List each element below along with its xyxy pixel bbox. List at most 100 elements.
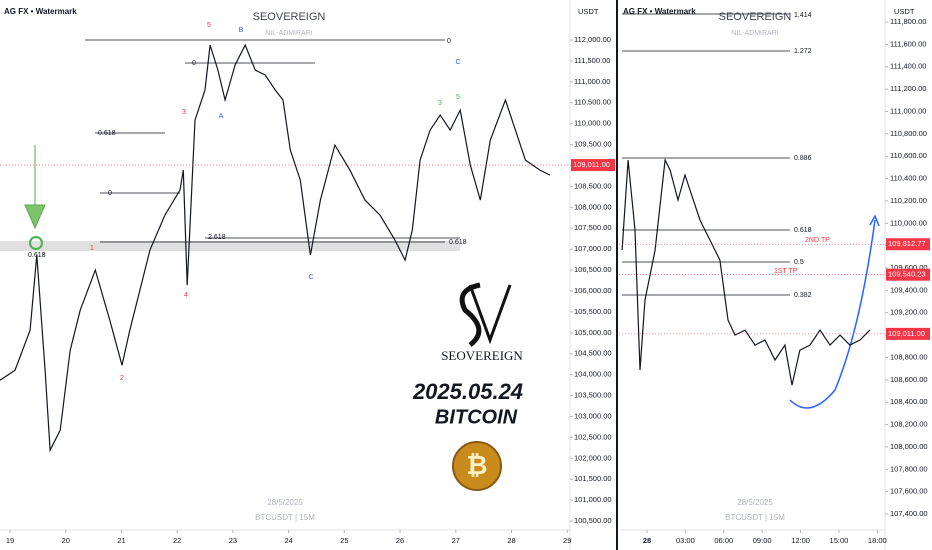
price-tag-label: 109,011.00 <box>573 160 610 169</box>
y-tick-label: 104,500.00 <box>574 349 612 358</box>
annotation: B <box>239 27 244 34</box>
y-tick-label: 107,000.00 <box>574 244 612 253</box>
x-tick-label: 28 <box>643 536 651 545</box>
footer-symbol: BTCUSDT | 15M <box>725 513 785 522</box>
y-tick-label: 111,000.00 <box>890 106 926 115</box>
chart-title: SEOVEREIGN <box>719 11 792 23</box>
date-label: 2025.05.24 <box>412 379 523 404</box>
x-tick-label: 22 <box>173 536 181 545</box>
y-tick-label: 107,400.00 <box>890 509 928 518</box>
y-tick-label: 101,500.00 <box>574 474 612 483</box>
y-tick-label: 108,400.00 <box>890 397 928 406</box>
y-tick-label: 110,800.00 <box>890 129 927 138</box>
y-tick-label: 100,500.00 <box>574 516 612 525</box>
annotation: 0.382 <box>794 292 812 299</box>
x-tick-label: 27 <box>452 536 460 545</box>
x-tick-label: 24 <box>284 536 292 545</box>
annotation: 1.272 <box>794 48 812 55</box>
y-tick-label: 105,500.00 <box>574 307 612 316</box>
annotation: 0 <box>192 60 196 67</box>
y-tick-label: 103,500.00 <box>574 391 612 400</box>
y-tick-label: 108,000.00 <box>574 202 612 211</box>
x-tick-label: 06:00 <box>714 536 733 545</box>
y-tick-label: 108,500.00 <box>574 181 612 190</box>
y-tick-label: 110,400.00 <box>890 174 927 183</box>
y-tick-label: 111,600.00 <box>890 39 926 48</box>
annotation: 1 <box>90 245 94 252</box>
annotation: 2 <box>120 375 124 382</box>
y-tick-label: 111,500.00 <box>574 56 610 65</box>
price-tag <box>886 238 930 251</box>
coin-symbol: ₿ <box>466 450 487 480</box>
annotation: 1.414 <box>794 12 812 19</box>
x-tick-label: 19 <box>6 536 14 545</box>
annotation: 2.618 <box>208 234 226 241</box>
y-tick-label: 111,000.00 <box>574 77 610 86</box>
zone <box>0 241 460 251</box>
price-tag-label: 109,011.00 <box>888 329 925 338</box>
chart-subtitle: NIL-ADMIRARI <box>265 30 313 37</box>
brand: SEOVEREIGN <box>441 348 523 363</box>
logo <box>459 282 512 347</box>
y-tick-label: 109,400.00 <box>890 285 928 294</box>
x-tick-label: 09:00 <box>753 536 772 545</box>
y-tick-label: 111,400.00 <box>890 62 926 71</box>
y-tick-label: 108,800.00 <box>890 352 928 361</box>
annotation: 5 <box>207 22 211 29</box>
annotation: 0.618 <box>794 227 812 234</box>
projection <box>789 219 876 409</box>
y-tick-label: 101,000.00 <box>574 495 612 504</box>
x-tick-label: 03:00 <box>676 536 695 545</box>
footer-symbol: BTCUSDT | 15M <box>255 513 315 522</box>
y-tick-label: 109,600.00 <box>890 263 928 272</box>
y-tick-label: 106,000.00 <box>574 286 612 295</box>
x-tick-label: 23 <box>229 536 237 545</box>
y-tick-label: 104,000.00 <box>574 370 612 379</box>
x-tick-label: 28 <box>507 536 515 545</box>
x-tick-label: 25 <box>340 536 348 545</box>
x-tick-label: 26 <box>396 536 404 545</box>
annotation: 5 <box>456 94 460 101</box>
x-tick-label: 15:00 <box>830 536 849 545</box>
y-tick-label: 108,200.00 <box>890 420 928 429</box>
annotation: 0 <box>108 190 112 197</box>
axis-unit: USDT <box>894 7 915 16</box>
annotation: 2ND TP <box>805 237 830 244</box>
watermark: AG FX • Watermark <box>623 7 696 16</box>
y-tick-label: 112,000.00 <box>574 35 611 44</box>
annotation: 3 <box>182 109 186 116</box>
annotation: 1ST TP <box>774 268 798 275</box>
y-tick-label: 110,000.00 <box>890 218 927 227</box>
y-tick-label: 108,600.00 <box>890 375 928 384</box>
price-line <box>621 157 871 386</box>
x-tick-label: 20 <box>62 536 70 545</box>
annotation: 0.618 <box>449 239 467 246</box>
axis-unit: USDT <box>578 7 599 16</box>
x-tick-label: 21 <box>117 536 125 545</box>
x-tick-label: 29 <box>563 536 571 545</box>
y-tick-label: 106,500.00 <box>574 265 612 274</box>
price-line <box>0 43 551 453</box>
annotation: 0.618 <box>98 130 116 137</box>
y-tick-label: 111,200.00 <box>890 84 926 93</box>
arrow <box>24 145 46 230</box>
price-tag <box>886 268 930 281</box>
footer-date: 28/5/2025 <box>737 498 773 507</box>
coin <box>452 441 502 491</box>
y-tick-label: 102,000.00 <box>574 453 612 462</box>
y-tick-label: 107,800.00 <box>890 464 928 473</box>
y-tick-label: 110,600.00 <box>890 151 927 160</box>
annotation: 0.886 <box>794 155 812 162</box>
annotation: C <box>455 59 460 66</box>
price-tag <box>571 159 615 172</box>
y-tick-label: 107,500.00 <box>574 223 612 232</box>
watermark: AG FX • Watermark <box>4 7 77 16</box>
price-tag-label: 109,812.77 <box>888 239 926 248</box>
y-tick-label: 105,000.00 <box>574 328 612 337</box>
x-tick-label: 18:00 <box>868 536 887 545</box>
marker <box>29 236 43 250</box>
chart-subtitle: NIL-ADMIRARI <box>731 30 779 37</box>
y-tick-label: 103,000.00 <box>574 411 612 420</box>
annotation: 0.5 <box>794 259 804 266</box>
